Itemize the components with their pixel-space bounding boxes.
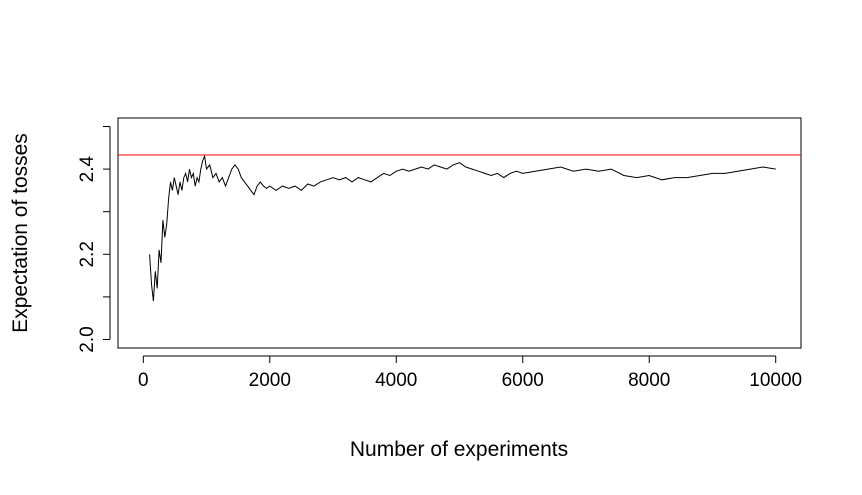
series-line xyxy=(149,154,776,302)
x-tick-label: 4000 xyxy=(375,370,417,391)
y-axis: 2.0 2.2 2.4 xyxy=(77,126,111,353)
x-axis-title: Number of experiments xyxy=(350,438,568,461)
x-axis: 0 2000 4000 6000 8000 10000 xyxy=(138,355,802,391)
y-tick-label: 2.4 xyxy=(77,155,98,182)
x-tick-label: 2000 xyxy=(249,370,291,391)
y-tick-label: 2.2 xyxy=(77,241,98,267)
x-tick-label: 10000 xyxy=(749,370,802,391)
x-tick-label: 0 xyxy=(138,370,149,391)
y-tick-label: 2.0 xyxy=(77,326,98,352)
y-axis-title: Expectation of tosses xyxy=(9,133,32,333)
plot-frame xyxy=(117,117,802,349)
series-layer xyxy=(149,154,776,302)
x-tick-label: 6000 xyxy=(502,370,544,391)
x-tick-label: 8000 xyxy=(628,370,670,391)
